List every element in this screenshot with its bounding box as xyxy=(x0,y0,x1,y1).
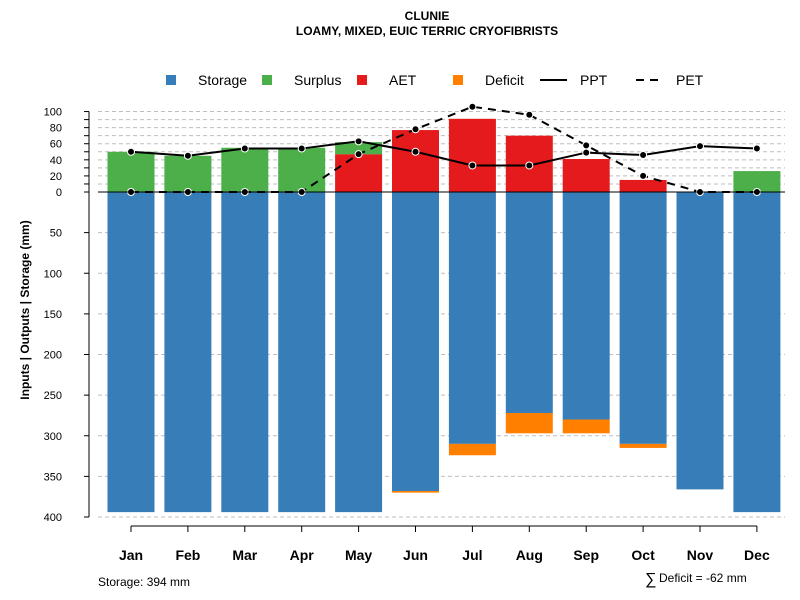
ppt-line-point xyxy=(183,151,192,160)
y-tick-label: 200 xyxy=(44,350,62,362)
pet-line-point xyxy=(525,110,534,119)
deficit-bar xyxy=(562,419,610,434)
x-tick-label: Jul xyxy=(462,547,482,563)
aet-bar xyxy=(448,118,496,192)
storage-bar xyxy=(505,192,553,413)
storage-bar xyxy=(676,192,724,490)
y-tick-label: 20 xyxy=(50,171,62,183)
ppt-line-point xyxy=(582,148,591,157)
deficit-bar xyxy=(619,443,667,448)
pet-line-point xyxy=(468,102,477,111)
legend-swatch xyxy=(262,75,272,85)
surplus-bar xyxy=(733,171,781,192)
legend-label: PPT xyxy=(580,72,608,88)
y-tick-label: 80 xyxy=(50,123,62,135)
storage-bar xyxy=(448,192,496,444)
bar-layer xyxy=(107,118,781,513)
pet-line-point xyxy=(354,150,363,159)
chart-title: CLUNIE xyxy=(405,9,450,23)
storage-bar xyxy=(335,192,383,513)
x-tick-label: Aug xyxy=(516,547,543,563)
y-tick-label: 60 xyxy=(50,139,62,151)
aet-bar xyxy=(619,179,667,192)
y-axis-label: Inputs | Outputs | Storage (mm) xyxy=(18,220,32,399)
surplus-bar xyxy=(335,142,383,155)
storage-bar xyxy=(221,192,269,513)
aet-bar xyxy=(392,130,439,192)
storage-bar xyxy=(392,192,439,491)
y-tick-label: 150 xyxy=(44,309,62,321)
storage-bar xyxy=(619,192,667,444)
deficit-footer: Deficit = -62 mm xyxy=(659,571,747,585)
grid-lines xyxy=(98,111,785,518)
sum-icon: ∑ xyxy=(645,571,656,588)
ppt-line xyxy=(130,140,757,167)
storage-bar xyxy=(107,192,155,513)
deficit-bar xyxy=(448,443,496,456)
x-tick-label: Jan xyxy=(119,547,143,563)
chart-subtitle: LOAMY, MIXED, EUIC TERRIC CRYOFIBRISTS xyxy=(296,24,558,38)
ppt-line-point xyxy=(240,144,249,153)
y-tick-label: 0 xyxy=(56,187,62,199)
legend-swatch xyxy=(166,75,176,85)
ppt-line-point xyxy=(525,161,534,170)
chart-legend: Storage Surplus AET Deficit PPT PET xyxy=(166,72,704,88)
surplus-bar xyxy=(221,147,269,192)
ppt-line-point xyxy=(752,144,761,153)
x-tick-label: Jun xyxy=(403,547,428,563)
storage-bar xyxy=(278,192,326,513)
axes: 0 20 40 60 80 100 50 100 150 200 250 300 350 400 Jan Fe… xyxy=(44,107,785,563)
x-tick-label: Apr xyxy=(290,547,315,563)
x-tick-label: Nov xyxy=(687,547,714,563)
y-tick-label: 100 xyxy=(44,107,62,119)
y-tick-label: 400 xyxy=(44,512,62,524)
x-tick-label: May xyxy=(345,547,372,563)
y-tick-label: 250 xyxy=(44,390,62,402)
ppt-line-point xyxy=(411,147,420,156)
surplus-bar xyxy=(107,151,155,192)
y-tick-label: 100 xyxy=(44,268,62,280)
deficit-bar xyxy=(392,491,439,493)
aet-bar xyxy=(335,154,383,192)
ppt-line-point xyxy=(696,142,704,151)
ppt-line-point xyxy=(354,137,363,146)
y-tick-label: 300 xyxy=(44,431,62,443)
storage-bar xyxy=(562,192,610,420)
ppt-line-point xyxy=(639,150,648,159)
ppt-line-point xyxy=(297,144,306,153)
legend-label: PET xyxy=(676,72,704,88)
legend-swatch xyxy=(453,75,463,85)
storage-footer: Storage: 394 mm xyxy=(98,575,190,589)
legend-label: AET xyxy=(389,72,417,88)
deficit-bar xyxy=(505,413,553,434)
x-tick-label: Mar xyxy=(232,547,257,563)
y-tick-label: 40 xyxy=(50,155,62,167)
x-tick-label: Feb xyxy=(175,547,200,563)
legend-label: Surplus xyxy=(294,72,341,88)
x-tick-label: Dec xyxy=(744,547,770,563)
aet-bar xyxy=(562,159,610,192)
x-tick-label: Sep xyxy=(573,547,599,563)
y-tick-label: 350 xyxy=(44,471,62,483)
surplus-bar xyxy=(278,147,326,192)
y-tick-label: 50 xyxy=(50,228,62,240)
ppt-line-point xyxy=(468,161,477,170)
legend-label: Storage xyxy=(198,72,247,88)
ppt-line-point xyxy=(127,147,135,156)
x-tick-label: Oct xyxy=(631,547,655,563)
surplus-bar xyxy=(164,155,212,192)
pet-line-point xyxy=(411,125,420,134)
pet-line-point xyxy=(639,171,648,180)
legend-label: Deficit xyxy=(485,72,524,88)
storage-bar xyxy=(733,192,781,513)
pet-line-point xyxy=(582,141,591,150)
storage-bar xyxy=(164,192,212,513)
legend-swatch xyxy=(357,75,367,85)
